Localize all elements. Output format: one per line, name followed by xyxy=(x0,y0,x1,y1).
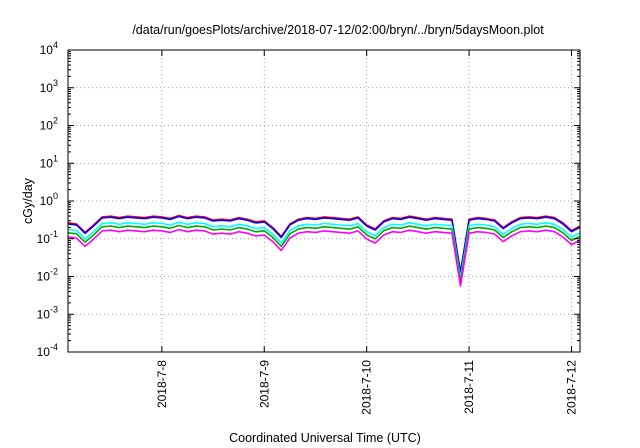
y-tick-label: 10-4 xyxy=(37,342,58,359)
y-tick-label: 10-2 xyxy=(37,267,58,284)
y-tick-label: 104 xyxy=(40,40,58,57)
series-line-3 xyxy=(67,221,581,280)
y-tick-label: 103 xyxy=(40,78,58,95)
y-tick-base: 10 xyxy=(37,345,51,359)
series-line-5 xyxy=(67,228,581,287)
y-tick-label: 10-1 xyxy=(37,229,58,246)
y-tick-label: 100 xyxy=(40,191,58,208)
x-tick-label: 2018-7-12 xyxy=(564,360,578,415)
y-tick-exponent: 4 xyxy=(53,40,58,50)
y-tick-base: 10 xyxy=(40,43,54,57)
y-tick-base: 10 xyxy=(40,194,54,208)
y-tick-label: 101 xyxy=(40,153,58,170)
y-tick-base: 10 xyxy=(37,232,51,246)
y-tick-exponent: 1 xyxy=(53,153,58,163)
y-axis-label: cGy/day xyxy=(21,177,35,224)
y-tick-exponent: -2 xyxy=(50,267,58,277)
y-tick-base: 10 xyxy=(40,156,54,170)
y-tick-base: 10 xyxy=(37,307,51,321)
y-tick-label: 10-3 xyxy=(37,304,58,321)
series-line-4 xyxy=(67,224,581,283)
x-tick-label: 2018-7-11 xyxy=(462,360,476,414)
y-tick-exponent: -1 xyxy=(50,229,58,239)
y-tick-label: 102 xyxy=(40,116,58,133)
y-tick-base: 10 xyxy=(40,119,54,133)
series-layer xyxy=(67,214,581,287)
x-tick-label: 2018-7-9 xyxy=(257,360,271,408)
grid xyxy=(68,50,580,352)
chart-title: /data/run/goesPlots/archive/2018-07-12/0… xyxy=(132,23,544,37)
y-tick-base: 10 xyxy=(40,81,54,95)
x-tick-label: 2018-7-8 xyxy=(155,360,169,408)
y-tick-exponent: 2 xyxy=(53,116,58,126)
y-tick-exponent: 3 xyxy=(53,78,58,88)
y-tick-exponent: -4 xyxy=(50,342,58,352)
x-axis-label: Coordinated Universal Time (UTC) xyxy=(229,431,421,445)
ticks xyxy=(68,49,580,353)
x-tick-labels: 2018-7-8 2018-7-9 2018-7-10 2018-7-11 2018-7… xyxy=(155,360,579,415)
y-tick-exponent: -3 xyxy=(50,304,58,314)
series-line-1 xyxy=(67,214,581,273)
x-tick-label: 2018-7-10 xyxy=(360,360,374,415)
series-line-2 xyxy=(67,215,581,274)
y-tick-base: 10 xyxy=(37,270,51,284)
y-tick-exponent: 0 xyxy=(53,191,58,201)
